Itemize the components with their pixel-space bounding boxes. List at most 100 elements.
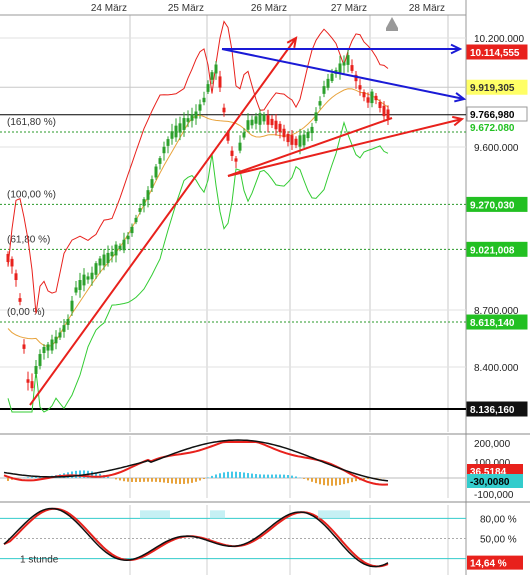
price-badge (466, 44, 528, 60)
candle-body (130, 226, 134, 234)
macd-histogram-bar (211, 475, 213, 478)
macd-histogram-bar (303, 478, 305, 479)
macd-histogram-bar (251, 473, 253, 478)
macd-histogram-bar (7, 478, 9, 481)
candle-body (154, 166, 158, 178)
candle-body (206, 84, 210, 92)
candle-body (30, 381, 34, 389)
blue-descending-line-arrowhead (454, 92, 467, 103)
candle-body (378, 102, 382, 108)
candle-body (14, 273, 18, 281)
candle-body (366, 97, 370, 103)
main-panel-frame (0, 15, 530, 432)
macd-histogram-bar (139, 478, 141, 482)
macd-histogram-bar (311, 478, 313, 482)
macd-histogram-bar (243, 472, 245, 478)
macd-histogram-bar (151, 478, 153, 482)
scroll-marker-icon[interactable] (386, 17, 398, 28)
red-uptrend-line-arrowhead (286, 36, 298, 49)
macd-histogram-bar (291, 475, 293, 478)
candle-body (162, 146, 166, 154)
x-axis-ticks: 24 März 25 März 26 März 27 März 28 März (91, 3, 445, 14)
candle-body (26, 379, 30, 383)
macd-histogram-bar (287, 475, 289, 478)
candle-body (150, 179, 154, 188)
candle-body (102, 254, 106, 266)
candle-body (198, 104, 202, 111)
macd-histogram-bar (227, 471, 229, 478)
candle-body (62, 325, 66, 332)
stochastic-panel: 80,00 % 50,00 % 1 stunde 14,64 % (0, 507, 523, 570)
candle-body (294, 138, 298, 146)
candle-body (38, 354, 42, 366)
candle-body (242, 132, 246, 138)
macd-badge-label: -30,0080 (470, 477, 510, 488)
stoch-overbought-fill (210, 510, 225, 519)
candle-body (278, 123, 282, 133)
candle-body (358, 85, 362, 90)
fib-level-label: (61,80 %) (7, 234, 50, 245)
candle-body (114, 244, 118, 256)
stoch-y-tick-label: 50,00 % (480, 535, 517, 546)
candle-body (70, 300, 74, 312)
stoch-badge (467, 555, 523, 570)
price-badge-label: 9.021,008 (470, 245, 515, 256)
candle-body (350, 65, 354, 71)
stoch-badge-label: 14,64 % (470, 559, 507, 570)
macd-histogram-bar (187, 478, 189, 484)
macd-y-tick-label: 100,000 (474, 458, 511, 469)
macd-histogram-bar (235, 471, 237, 478)
macd-histogram-bar (295, 476, 297, 478)
candle-body (274, 120, 278, 130)
bollinger-bands (7, 20, 389, 413)
fib-level-label: (161,80 %) (7, 117, 56, 128)
macd-histogram-bar (259, 474, 261, 478)
macd-histogram-bar (163, 478, 165, 483)
candle-body (226, 132, 230, 141)
macd-histogram-bar (27, 477, 29, 478)
candle-body (142, 199, 146, 206)
candle-body (106, 252, 110, 264)
macd-histogram-bar (363, 478, 365, 480)
macd-histogram-bar (31, 477, 33, 478)
candle-body (262, 114, 266, 122)
candle-body (266, 115, 270, 125)
candle-body (146, 190, 150, 200)
candle-body (126, 235, 130, 240)
candle-body (250, 119, 254, 126)
macd-histogram-bar (231, 471, 233, 478)
candlesticks (6, 49, 390, 392)
candle-body (314, 112, 318, 121)
candle-body (214, 64, 218, 74)
macd-histogram-bar (271, 474, 273, 478)
candle-body (270, 118, 274, 126)
macd-badge (467, 474, 523, 488)
macd-histogram-bar (319, 478, 321, 485)
price-badge-label: 9.766,980 (470, 110, 515, 121)
candle-body (174, 125, 178, 138)
x-tick-label: 27 März (331, 3, 367, 14)
macd-histogram-bar (119, 478, 121, 481)
candle-body (298, 135, 302, 147)
candle-body (386, 109, 390, 119)
y-axis-ticks: 10.200.000 9.600.000 8.700.000 8.400.000 (474, 34, 524, 374)
macd-histogram-bar (123, 478, 125, 482)
macd-histogram-bar (199, 478, 201, 481)
candle-body (238, 142, 242, 151)
candle-body (218, 76, 222, 88)
candle-body (42, 347, 46, 353)
candle-body (202, 97, 206, 103)
x-tick-label: 24 März (91, 3, 127, 14)
fib-level-label: (0,00 %) (7, 307, 45, 318)
candle-body (86, 276, 90, 280)
candle-body (78, 280, 82, 290)
macd-histogram-bar (279, 474, 281, 478)
macd-histogram-bar (175, 478, 177, 484)
candle-body (134, 217, 138, 223)
candle-body (374, 95, 378, 101)
y-tick-label: 8.700.000 (474, 306, 519, 317)
macd-histogram-bar (167, 478, 169, 484)
macd-histogram-bar (155, 478, 157, 482)
stoch-k-line (3, 507, 389, 568)
